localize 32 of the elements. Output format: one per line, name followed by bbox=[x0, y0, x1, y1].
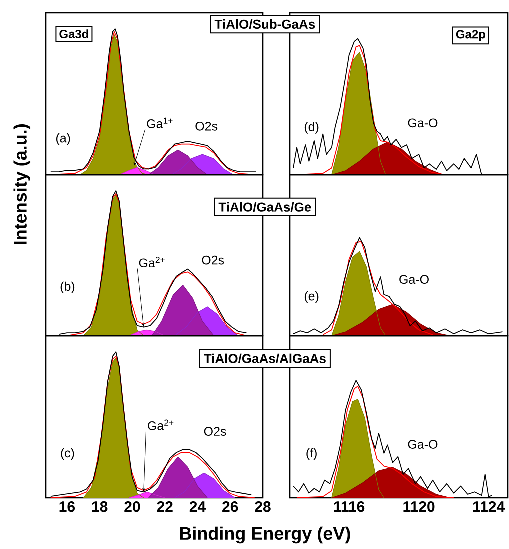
text: TiAlO/GaAs/Ge bbox=[218, 202, 312, 212]
annotation: (c) bbox=[61, 448, 74, 460]
annotation: (e) bbox=[304, 292, 319, 304]
x-tick-label: 22 bbox=[157, 502, 173, 512]
x-tick-label: 1124 bbox=[473, 502, 506, 512]
chart-title: TiAlO/GaAs/AlGaAs bbox=[204, 354, 326, 364]
x-tick-label: 20 bbox=[124, 502, 140, 512]
annotation: (b) bbox=[60, 282, 75, 294]
annotation: Ga-O bbox=[408, 118, 438, 128]
annotation: Ga3d bbox=[60, 30, 88, 38]
annotation: (f) bbox=[306, 448, 317, 460]
annotation: Ga2p bbox=[456, 30, 486, 42]
annotation: O2s bbox=[196, 122, 218, 131]
x-axis-title: Binding Energy (eV) bbox=[180, 526, 350, 544]
annotation: O2s bbox=[204, 427, 226, 436]
annotation: (a) bbox=[56, 134, 70, 146]
x-tick-label: 18 bbox=[92, 502, 108, 512]
annotation: Ga$^{1+}$ bbox=[147, 118, 173, 128]
annotation: O2s bbox=[202, 256, 224, 265]
x-tick-label: 26 bbox=[222, 502, 238, 512]
x-tick-label: 16 bbox=[60, 502, 76, 512]
chart-title: TiAlO/Sub-GaAs bbox=[214, 19, 316, 30]
annotation: Ga-O bbox=[400, 275, 429, 284]
annotation: (d) bbox=[304, 122, 319, 134]
annotation: Ga-O bbox=[408, 440, 438, 449]
x-tick-label: 1120 bbox=[404, 502, 435, 512]
y-axis-title: Intensity (a.u.) bbox=[14, 124, 31, 244]
x-tick-label: 24 bbox=[190, 502, 206, 512]
x-tick-label: 1116 bbox=[334, 502, 365, 512]
annotation: Ga$^{2+}$ bbox=[148, 420, 174, 430]
x-tick-label: 28 bbox=[255, 502, 271, 512]
annotation: Ga$^{2+}$ bbox=[139, 256, 165, 268]
